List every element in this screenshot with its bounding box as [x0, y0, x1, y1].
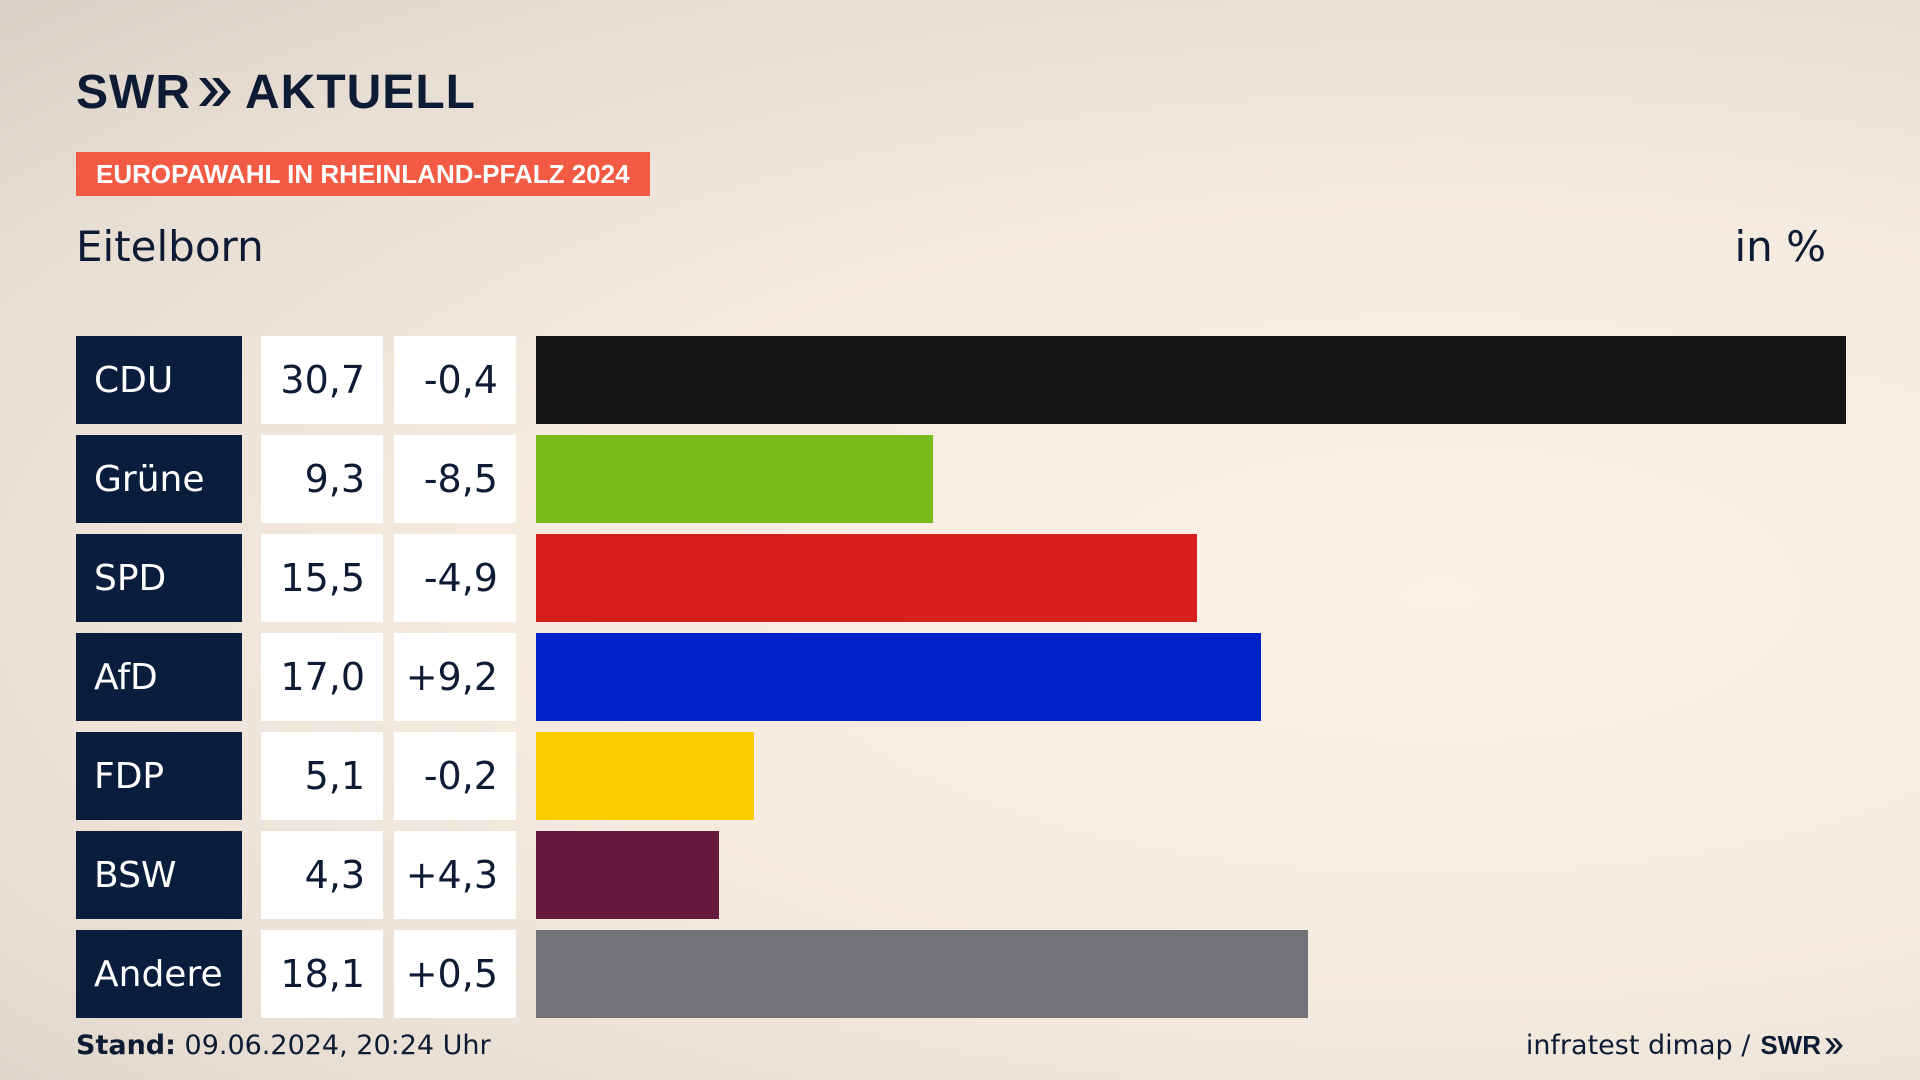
change-value: +4,3: [394, 831, 516, 919]
vote-share-value: 4,3: [261, 831, 383, 919]
change-value: -8,5: [394, 435, 516, 523]
party-label: FDP: [76, 732, 242, 820]
small-chevron-icon: [1824, 1036, 1844, 1056]
logo-aktuell-text: AKTUELL: [244, 65, 476, 119]
change-value: -4,9: [394, 534, 516, 622]
timestamp: Stand: 09.06.2024, 20:24 Uhr: [76, 1030, 491, 1061]
change-value: -0,2: [394, 732, 516, 820]
source-brand: SWR: [1760, 1030, 1821, 1060]
party-label: SPD: [76, 534, 242, 622]
party-label: CDU: [76, 336, 242, 424]
result-bar: [536, 336, 1846, 424]
party-label: BSW: [76, 831, 242, 919]
vote-share-value: 30,7: [261, 336, 383, 424]
vote-share-value: 15,5: [261, 534, 383, 622]
double-chevron-icon: [197, 74, 233, 110]
vote-share-value: 5,1: [261, 732, 383, 820]
party-label: Andere: [76, 930, 242, 1018]
party-label: AfD: [76, 633, 242, 721]
result-bar: [536, 633, 1261, 721]
party-label: Grüne: [76, 435, 242, 523]
change-value: -0,4: [394, 336, 516, 424]
result-bar: [536, 831, 719, 919]
result-row: Grüne 9,3 -8,5: [76, 435, 1846, 523]
result-row: BSW 4,3 +4,3: [76, 831, 1846, 919]
result-row: FDP 5,1 -0,2: [76, 732, 1846, 820]
result-row: Andere 18,1 +0,5: [76, 930, 1846, 1018]
unit-label: in %: [1734, 222, 1826, 271]
swr-aktuell-logo: SWR AKTUELL: [76, 65, 476, 119]
vote-share-value: 9,3: [261, 435, 383, 523]
result-bar: [536, 732, 754, 820]
stand-label: Stand:: [76, 1030, 176, 1061]
result-bar: [536, 930, 1308, 1018]
result-row: SPD 15,5 -4,9: [76, 534, 1846, 622]
vote-share-value: 17,0: [261, 633, 383, 721]
result-bar: [536, 435, 933, 523]
stand-value: 09.06.2024, 20:24 Uhr: [184, 1030, 491, 1061]
result-bar: [536, 534, 1197, 622]
results-chart: CDU 30,7 -0,4 Grüne 9,3 -8,5 SPD 15,5 -4,9 AfD 17,…: [76, 336, 1846, 1029]
change-value: +0,5: [394, 930, 516, 1018]
result-row: AfD 17,0 +9,2: [76, 633, 1846, 721]
source-credit: infratest dimap / SWR: [1526, 1030, 1844, 1061]
logo-swr-text: SWR: [76, 65, 191, 119]
source-text: infratest dimap /: [1525, 1030, 1751, 1061]
place-title: Eitelborn: [76, 222, 264, 271]
result-row: CDU 30,7 -0,4: [76, 336, 1846, 424]
election-tag: EUROPAWAHL IN RHEINLAND-PFALZ 2024: [76, 152, 650, 196]
vote-share-value: 18,1: [261, 930, 383, 1018]
change-value: +9,2: [394, 633, 516, 721]
